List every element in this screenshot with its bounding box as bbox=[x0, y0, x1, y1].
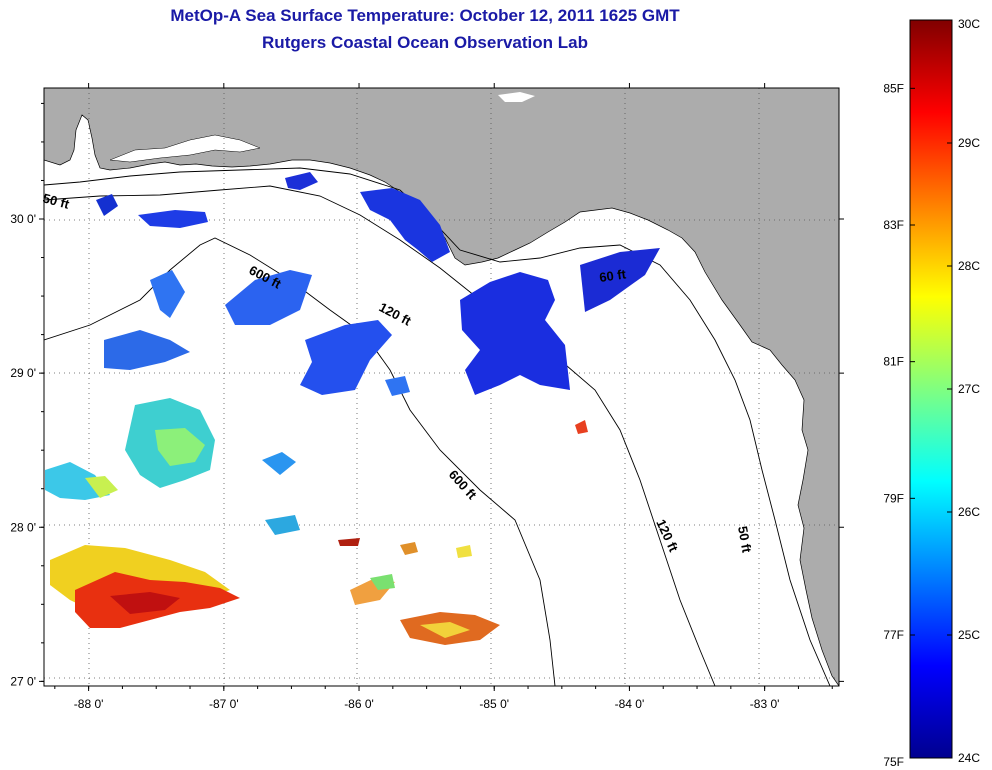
colorbar-f-label: 83F bbox=[883, 218, 904, 232]
sst-warm-patches bbox=[50, 420, 588, 645]
colorbar-celsius-labels: 30C 29C 28C 27C 26C 25C 24C bbox=[947, 17, 980, 765]
lat-tick-label: 29 0' bbox=[10, 366, 36, 380]
colorbar-c-label: 26C bbox=[958, 505, 980, 519]
colorbar-f-label: 85F bbox=[883, 81, 904, 95]
colorbar bbox=[909, 19, 953, 759]
bay bbox=[109, 134, 261, 163]
lake bbox=[498, 92, 535, 102]
latitude-tick-labels: 30 0' 29 0' 28 0' 27 0' bbox=[10, 212, 36, 688]
colorbar-c-label: 28C bbox=[958, 259, 980, 273]
lon-tick-label: -86 0' bbox=[344, 697, 374, 711]
lat-tick-label: 28 0' bbox=[10, 520, 36, 534]
lon-tick-label: -88 0' bbox=[74, 697, 104, 711]
colorbar-f-label: 77F bbox=[883, 628, 904, 642]
colorbar-c-label: 27C bbox=[958, 382, 980, 396]
lon-tick-label: -85 0' bbox=[479, 697, 509, 711]
lat-tick-label: 27 0' bbox=[10, 674, 36, 688]
sst-cold-patches bbox=[96, 172, 660, 396]
land-mass bbox=[44, 88, 839, 686]
depth-label-50ft-west: 50 ft bbox=[41, 190, 71, 212]
lon-tick-label: -87 0' bbox=[209, 697, 239, 711]
colorbar-fahrenheit-labels: 85F 83F 81F 79F 77F 75F bbox=[883, 81, 915, 769]
map-title: MetOp-A Sea Surface Temperature: October… bbox=[170, 6, 680, 25]
depth-label-50ft-south: 50 ft bbox=[735, 525, 755, 555]
colorbar-c-label: 25C bbox=[958, 628, 980, 642]
colorbar-c-label: 29C bbox=[958, 136, 980, 150]
depth-label-60ft: 60 ft bbox=[598, 266, 627, 285]
longitude-tick-labels: -88 0' -87 0' -86 0' -85 0' -84 0' -83 0' bbox=[74, 697, 780, 711]
colorbar-c-label: 24C bbox=[958, 751, 980, 765]
tick-marks bbox=[39, 83, 844, 691]
colorbar-f-label: 75F bbox=[883, 755, 904, 769]
map-subtitle: Rutgers Coastal Ocean Observation Lab bbox=[262, 33, 588, 52]
map-frame bbox=[43, 87, 840, 687]
colorbar-c-label: 30C bbox=[958, 17, 980, 31]
lon-tick-label: -84 0' bbox=[615, 697, 645, 711]
lat-tick-label: 30 0' bbox=[10, 212, 36, 226]
colorbar-f-label: 81F bbox=[883, 355, 904, 369]
lon-tick-label: -83 0' bbox=[750, 697, 780, 711]
sst-mid-patches bbox=[45, 398, 300, 535]
colorbar-f-label: 79F bbox=[883, 491, 904, 505]
